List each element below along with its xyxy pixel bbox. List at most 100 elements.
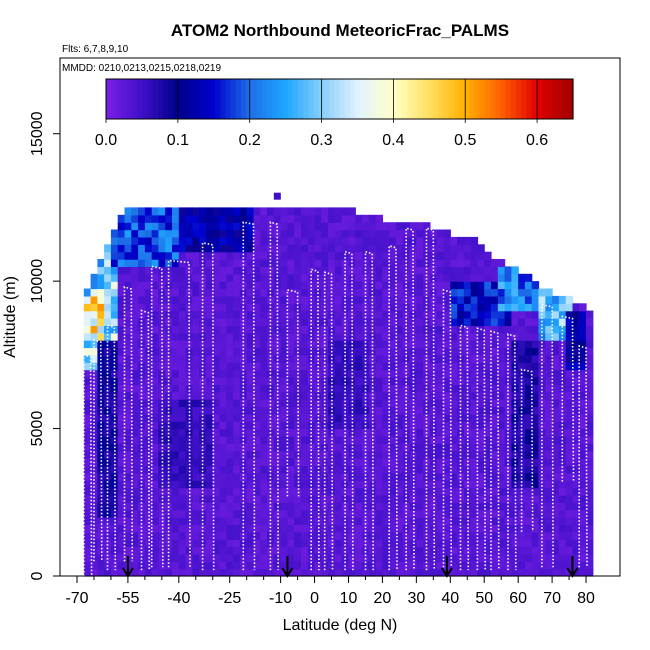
heatmap-cell — [524, 465, 533, 474]
heatmap-cell — [328, 244, 336, 253]
heatmap-cell — [375, 295, 383, 304]
heatmap-cell — [83, 428, 92, 437]
heatmap-cell — [450, 384, 458, 393]
heatmap-cell — [287, 428, 295, 437]
heatmap-cell — [97, 318, 105, 326]
heatmap-cell — [341, 553, 350, 562]
heatmap-cell — [484, 494, 492, 503]
heatmap-cell — [491, 273, 499, 282]
heatmap-cell — [565, 384, 574, 393]
heatmap-cell — [206, 546, 214, 555]
heatmap-cell — [273, 568, 282, 577]
heatmap-cell — [301, 399, 309, 408]
heatmap-cell — [158, 561, 166, 570]
heatmap-cell — [368, 531, 377, 540]
heatmap-cell — [138, 406, 146, 415]
heatmap-cell — [470, 494, 479, 503]
heatmap-cell — [470, 524, 479, 533]
heatmap-cell — [124, 354, 132, 363]
heatmap-cell — [362, 266, 370, 275]
heatmap-cell — [212, 391, 221, 400]
heatmap-cell — [396, 399, 404, 408]
heatmap-cell — [287, 531, 295, 540]
heatmap-cell — [572, 303, 580, 312]
heatmap-cell — [457, 318, 465, 326]
x-tick-label: -70 — [65, 590, 88, 607]
heatmap-cell — [246, 369, 255, 378]
heatmap-cell — [287, 229, 295, 238]
heatmap-cell — [314, 273, 322, 282]
heatmap-cell — [368, 561, 377, 570]
heatmap-cell — [185, 413, 193, 422]
heatmap-cell — [518, 524, 526, 533]
heatmap-cell — [429, 450, 438, 459]
heatmap-cell — [287, 406, 295, 415]
heatmap-cell — [368, 421, 377, 430]
heatmap-cell — [463, 340, 472, 349]
heatmap-cell — [178, 244, 187, 253]
heatmap-cell — [524, 494, 533, 503]
heatmap-cell — [504, 480, 512, 489]
heatmap-cell — [253, 568, 261, 577]
heatmap-cell — [416, 354, 424, 363]
heatmap-cell — [484, 251, 492, 260]
heatmap-cell — [491, 340, 499, 349]
heatmap-cell — [172, 259, 180, 267]
heatmap-cell — [178, 288, 187, 297]
heatmap-cell — [497, 472, 506, 481]
heatmap-cell — [579, 531, 587, 540]
heatmap-cell — [355, 214, 363, 223]
heatmap-cell — [144, 325, 153, 334]
heatmap-cell — [518, 273, 526, 282]
heatmap-cell — [423, 347, 431, 356]
heatmap-cell — [518, 472, 526, 481]
heatmap-cell — [348, 487, 356, 496]
heatmap-cell — [151, 428, 160, 437]
heatmap-cell — [348, 214, 356, 223]
heatmap-cell — [172, 281, 180, 290]
heatmap-cell — [443, 450, 451, 459]
heatmap-cell — [355, 406, 363, 415]
heatmap-cell — [355, 472, 363, 481]
heatmap-cell — [396, 421, 404, 430]
heatmap-cell — [151, 494, 160, 503]
heatmap-cell — [334, 428, 343, 437]
heatmap-cell — [294, 531, 302, 540]
heatmap-cell — [151, 273, 160, 282]
heatmap-cell — [572, 435, 580, 444]
heatmap-cell — [538, 465, 546, 474]
heatmap-cell — [260, 332, 268, 341]
heatmap-cell — [321, 340, 329, 349]
heatmap-cell — [497, 568, 506, 577]
heatmap-cell — [239, 399, 248, 408]
heatmap-cell — [375, 428, 383, 437]
heatmap-cell — [185, 229, 193, 238]
heatmap-cell — [497, 399, 506, 408]
heatmap-cell — [443, 362, 451, 371]
heatmap-cell — [362, 553, 370, 562]
x-axis-label: Latitude (deg N) — [283, 617, 398, 634]
heatmap-cell — [579, 509, 587, 518]
heatmap-cell — [90, 377, 98, 385]
x-axis: -70 -55 -40 -25 -10 0 10 20 30 40 50 60 70 80 — [65, 575, 603, 607]
heatmap-cell — [199, 539, 207, 548]
heatmap-cell — [172, 332, 180, 341]
heatmap-cell — [280, 509, 288, 518]
heatmap-cell — [83, 502, 92, 511]
heatmap-cell — [484, 354, 492, 363]
heatmap-cell — [497, 561, 506, 570]
heatmap-cell — [511, 325, 519, 334]
heatmap-cell — [185, 214, 193, 223]
colorbar-segment — [131, 79, 138, 119]
heatmap-cell — [497, 450, 506, 459]
heatmap-cell — [429, 494, 438, 503]
heatmap-cell — [144, 259, 153, 267]
heatmap-cell — [151, 259, 160, 267]
heatmap-cell — [402, 465, 411, 474]
heatmap-cell — [524, 502, 533, 511]
colorbar-segment — [495, 79, 501, 119]
heatmap-cell — [301, 310, 309, 319]
heatmap-cell — [172, 354, 180, 363]
heatmap-cell — [280, 281, 288, 290]
heatmap-cell — [233, 207, 241, 216]
